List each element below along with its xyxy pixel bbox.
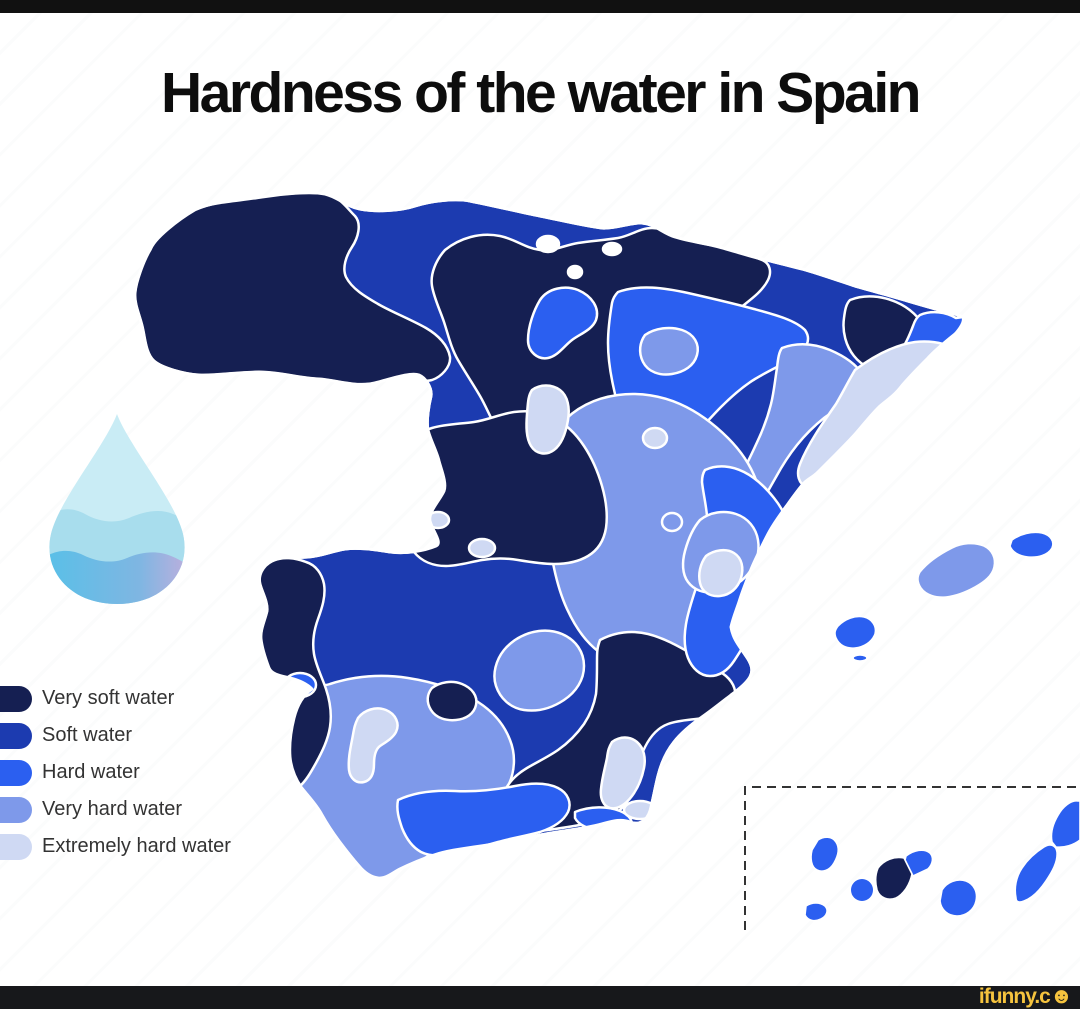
island <box>904 849 934 877</box>
balearic-islands-very-hard <box>917 542 996 598</box>
drop-bottom-wave <box>49 550 185 604</box>
map-hole <box>566 264 584 280</box>
legend-swatch-very-hard <box>0 796 32 823</box>
legend-item-soft: Soft water <box>0 717 231 754</box>
canary-inset-border <box>744 786 1080 930</box>
island <box>917 542 996 598</box>
map-holes-north <box>535 234 623 280</box>
legend-swatch-very-soft <box>0 685 32 712</box>
legend-item-hard: Hard water <box>0 754 231 791</box>
legend: Very soft water Soft water Hard water Ve… <box>0 680 231 865</box>
map-region <box>347 707 399 784</box>
balearic-islands-hard <box>834 531 1054 662</box>
legend-label: Hard water <box>42 761 140 783</box>
map-region <box>493 629 586 712</box>
page-title: Hardness of the water in Spain <box>160 61 922 126</box>
map-region <box>525 384 570 455</box>
legend-label: Extremely hard water <box>42 835 231 857</box>
island <box>834 615 877 649</box>
legend-label: Soft water <box>42 724 133 746</box>
canary-islands-hard <box>804 800 1080 922</box>
map-region <box>394 410 609 568</box>
smiley-icon: ☻ <box>1049 983 1073 1008</box>
map-region <box>641 426 669 450</box>
legend-label: Very soft water <box>42 687 175 709</box>
island <box>1050 800 1080 848</box>
map-hole <box>467 537 497 559</box>
map-region <box>426 680 478 722</box>
legend-item-very-hard: Very hard water <box>0 791 231 828</box>
island <box>939 879 978 917</box>
legend-swatch-extremely-hard <box>0 833 32 860</box>
map-region <box>599 736 646 810</box>
map-region <box>526 286 599 360</box>
island <box>1009 531 1054 558</box>
legend-swatch-soft <box>0 722 32 749</box>
map-region <box>660 511 684 533</box>
legend-swatch-hard <box>0 759 32 786</box>
footer-bar: ifunny.c☻ <box>0 983 1080 1009</box>
island <box>874 856 913 900</box>
map-hole <box>601 241 623 257</box>
island <box>810 836 839 872</box>
legend-item-extremely-hard: Extremely hard water <box>0 828 231 865</box>
island <box>1014 844 1058 903</box>
island <box>804 902 828 922</box>
legend-label: Very hard water <box>42 798 183 820</box>
spain-coast-outline <box>133 191 965 880</box>
top-black-bar <box>0 0 1080 13</box>
island <box>851 879 873 901</box>
island <box>852 654 868 662</box>
map-region <box>396 782 571 857</box>
legend-item-very-soft: Very soft water <box>0 680 231 717</box>
canary-islands-very-soft <box>874 856 913 900</box>
ifunny-brand-text: ifunny.c <box>978 985 1051 1008</box>
map-hole <box>535 234 561 254</box>
map-region <box>698 548 744 598</box>
water-drop-icon <box>49 414 185 604</box>
ifunny-watermark: ifunny.c☻ <box>978 983 1073 1008</box>
map-region <box>638 326 699 376</box>
